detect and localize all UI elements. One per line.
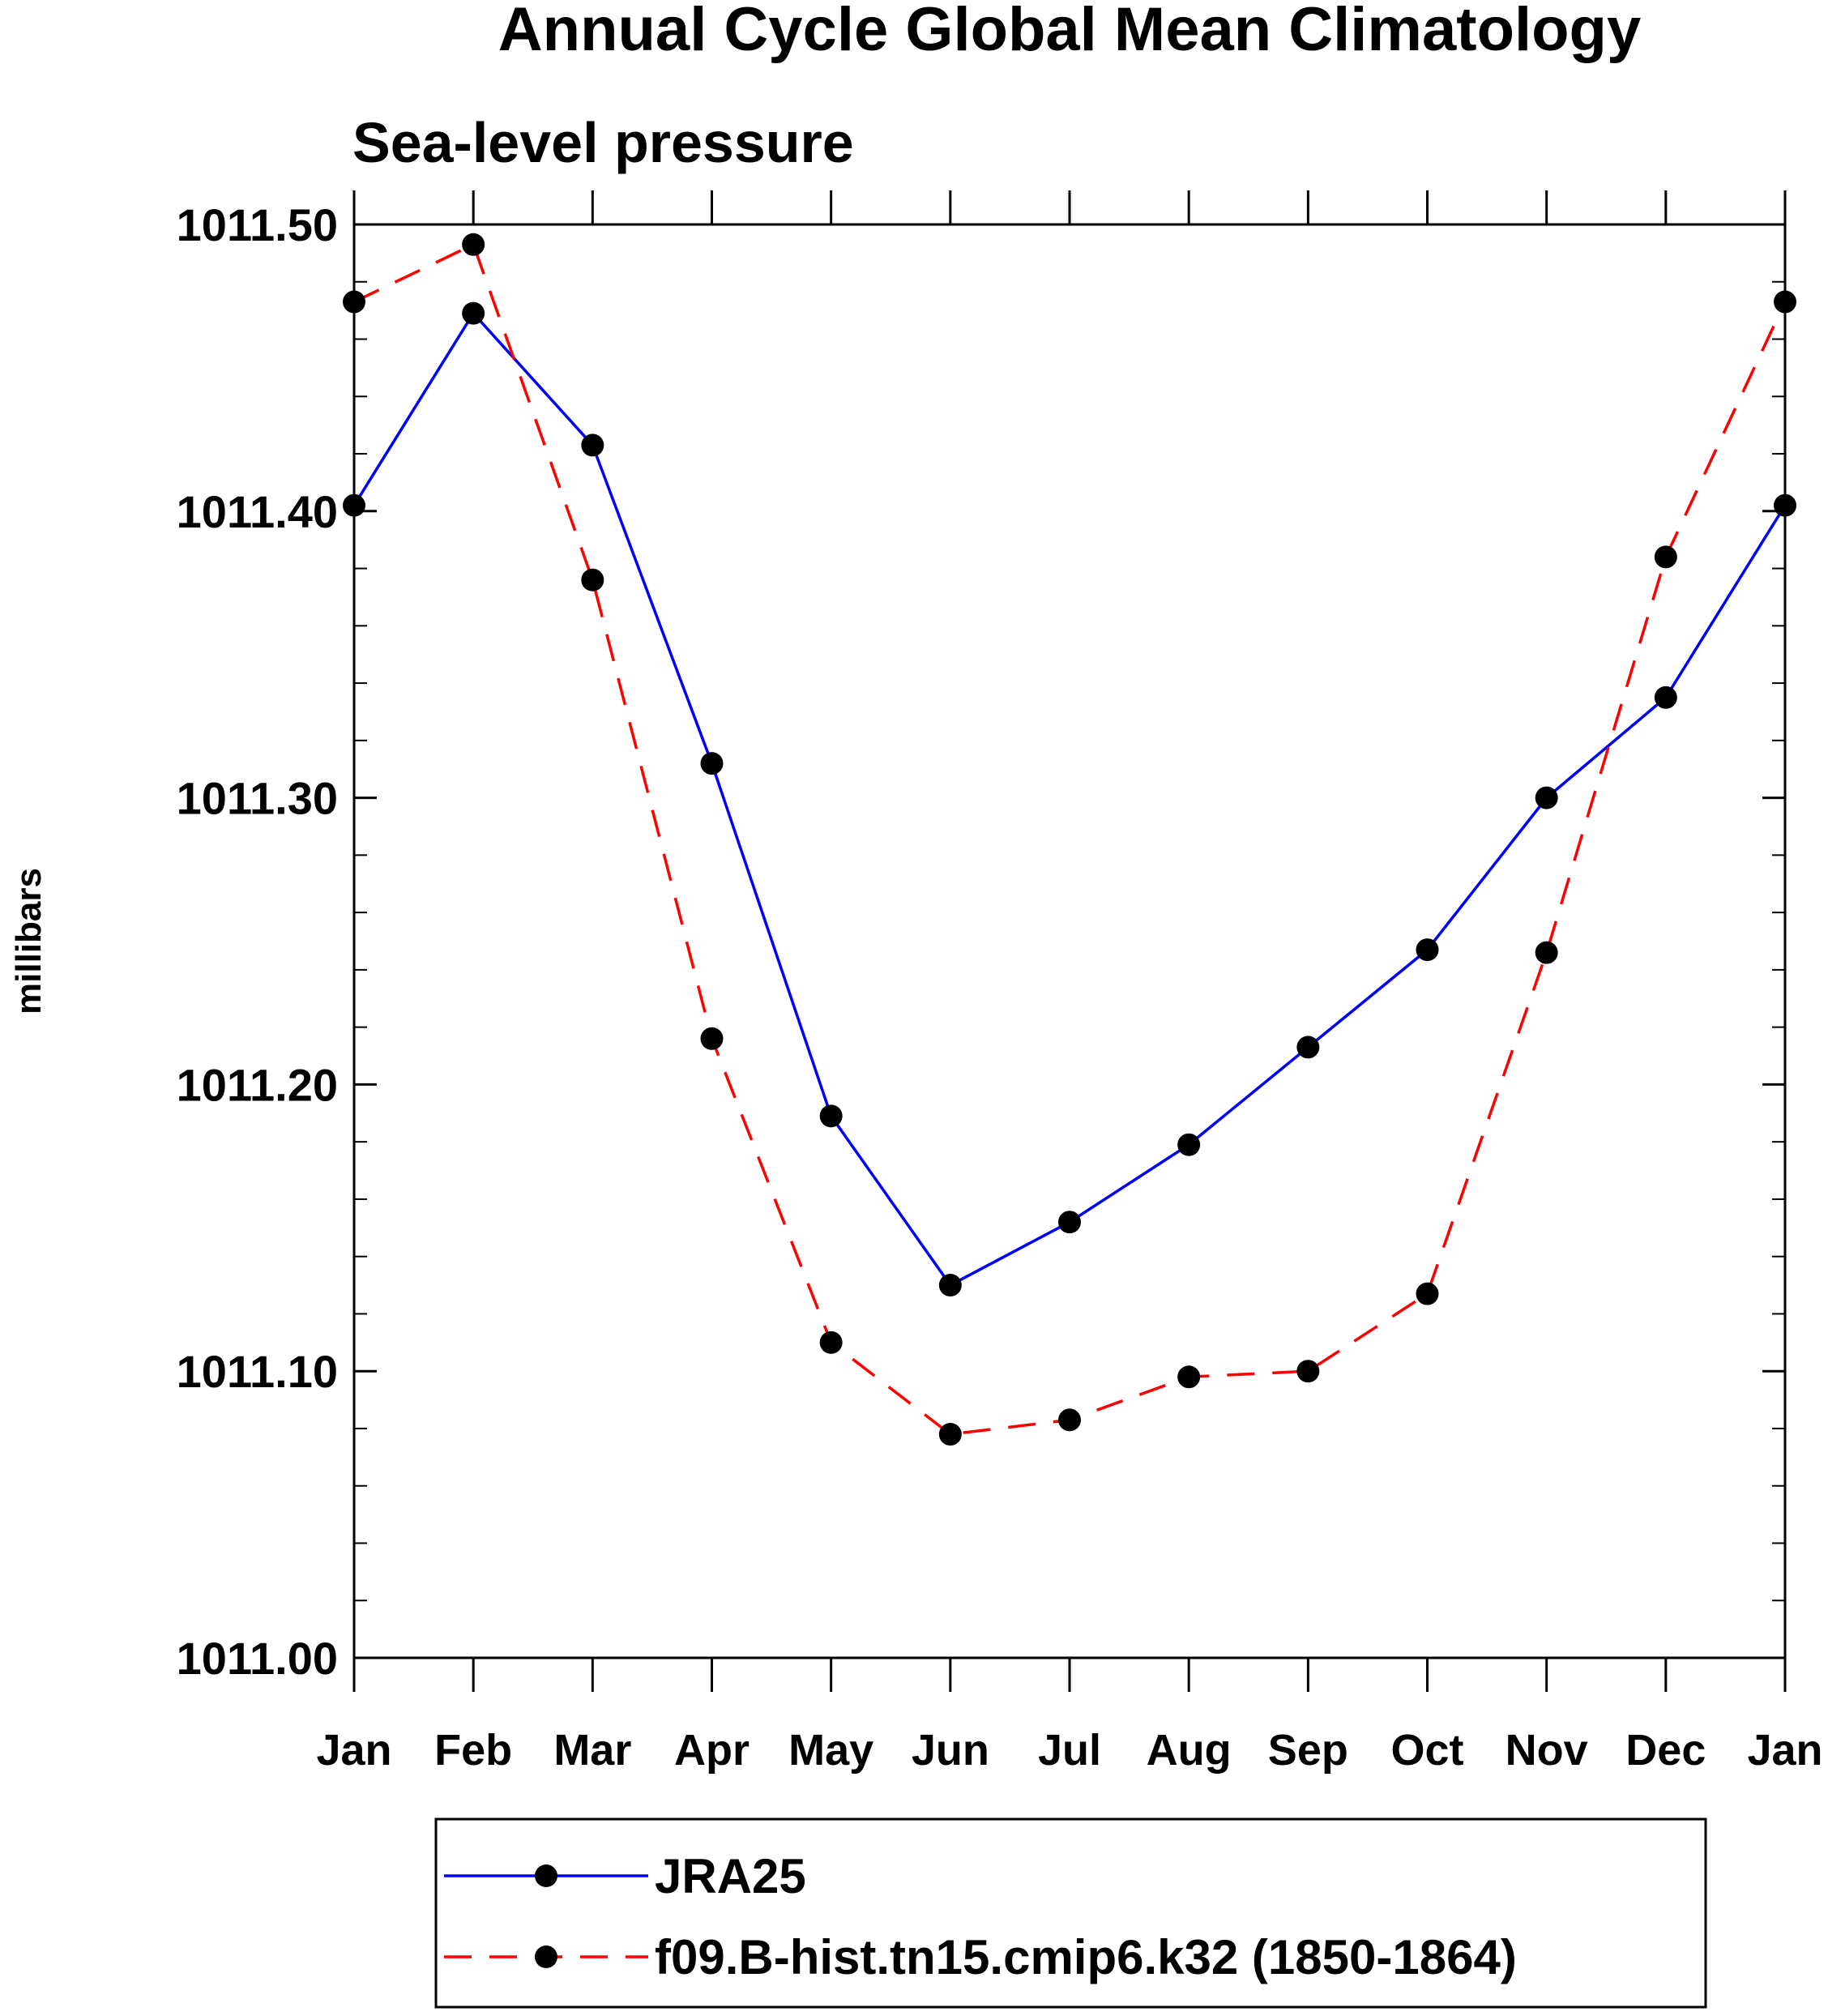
data-point bbox=[700, 752, 724, 775]
data-point bbox=[1058, 1408, 1081, 1432]
y-tick-label: 1011.20 bbox=[177, 1059, 338, 1110]
data-point bbox=[1535, 941, 1558, 964]
y-axis-label: millibars bbox=[9, 868, 49, 1014]
y-tick-label: 1011.40 bbox=[177, 486, 338, 537]
data-point bbox=[1654, 686, 1677, 709]
data-point bbox=[938, 1423, 962, 1446]
axis-ticks: 1011.00 1011.10 1011.20 1011.30 1011.40 1011.… bbox=[177, 190, 1823, 1775]
x-tick-label: Mar bbox=[553, 1726, 631, 1775]
data-point bbox=[581, 434, 604, 457]
x-tick-label: Oct bbox=[1390, 1726, 1463, 1775]
legend: JRA25 f09.B-hist.tn15.cmip6.k32 (1850-186… bbox=[434, 1817, 1707, 2009]
legend-marker-1 bbox=[535, 1864, 557, 1887]
series-layer bbox=[343, 233, 1796, 1446]
data-point bbox=[1058, 1211, 1081, 1234]
legend-label-1: JRA25 bbox=[655, 1849, 806, 1903]
x-tick-label: Nov bbox=[1506, 1726, 1588, 1775]
data-point bbox=[819, 1104, 843, 1128]
x-tick-label: Jul bbox=[1038, 1726, 1101, 1775]
x-tick-label: Jan bbox=[316, 1726, 391, 1775]
chart-subtitle: Sea-level pressure bbox=[352, 111, 854, 174]
plot-frame bbox=[352, 223, 1787, 1659]
x-tick-label: Jun bbox=[912, 1726, 989, 1775]
legend-label-2: f09.B-hist.tn15.cmip6.k32 (1850-1864) bbox=[655, 1930, 1517, 1984]
x-tick-label: Sep bbox=[1268, 1726, 1348, 1775]
x-tick-label: May bbox=[788, 1726, 873, 1775]
data-point bbox=[462, 301, 485, 325]
x-tick-label: Dec bbox=[1625, 1726, 1706, 1775]
y-tick-label: 1011.30 bbox=[177, 773, 338, 824]
data-point bbox=[1654, 545, 1677, 569]
data-point bbox=[1416, 1282, 1439, 1305]
data-point bbox=[700, 1027, 724, 1050]
x-tick-label: Jan bbox=[1747, 1726, 1822, 1775]
data-point bbox=[1177, 1133, 1201, 1156]
data-point bbox=[1177, 1365, 1201, 1389]
data-point bbox=[581, 568, 604, 592]
data-point bbox=[1416, 938, 1439, 962]
data-point bbox=[462, 233, 485, 256]
y-tick-label: 1011.00 bbox=[177, 1633, 338, 1684]
data-point bbox=[1296, 1360, 1320, 1383]
data-point bbox=[1296, 1036, 1320, 1059]
data-point bbox=[1535, 786, 1558, 809]
x-tick-label: Aug bbox=[1147, 1726, 1232, 1775]
y-tick-label: 1011.50 bbox=[177, 199, 338, 250]
chart-title: Annual Cycle Global Mean Climatology bbox=[498, 0, 1641, 64]
series-line bbox=[352, 310, 1787, 1288]
series-line bbox=[353, 242, 1787, 1436]
series-1 bbox=[343, 301, 1796, 1297]
data-point bbox=[819, 1330, 843, 1354]
x-tick-label: Apr bbox=[674, 1726, 750, 1775]
x-tick-label: Feb bbox=[434, 1726, 512, 1775]
data-point bbox=[938, 1274, 962, 1297]
legend-marker-2 bbox=[535, 1946, 557, 1968]
series-2 bbox=[343, 233, 1796, 1446]
legend-box bbox=[434, 1817, 1707, 2009]
y-tick-label: 1011.10 bbox=[177, 1346, 338, 1397]
